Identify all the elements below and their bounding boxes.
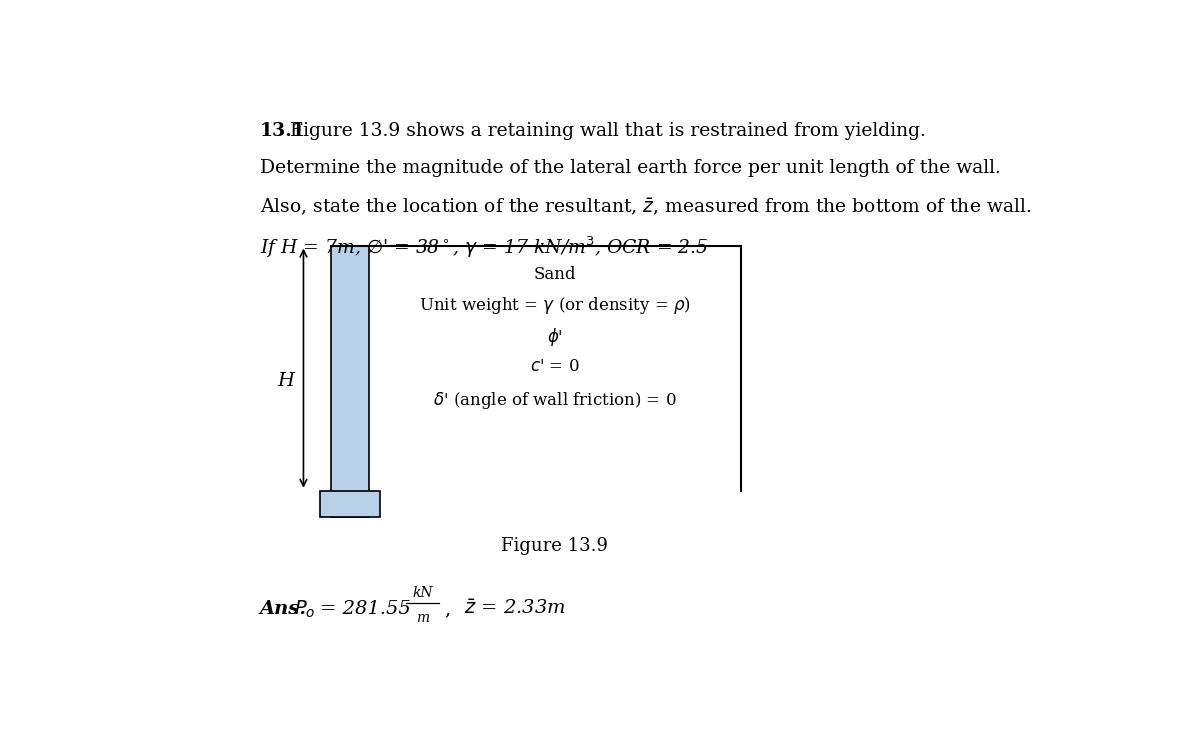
Text: $\phi$': $\phi$' [547,327,563,348]
Text: $\delta$' (angle of wall friction) = 0: $\delta$' (angle of wall friction) = 0 [433,389,677,410]
Text: $c$' = 0: $c$' = 0 [529,358,580,375]
Text: H: H [277,372,294,390]
Text: Figure 13.9: Figure 13.9 [502,537,608,555]
Text: Determine the magnitude of the lateral earth force per unit length of the wall.: Determine the magnitude of the lateral e… [259,159,1001,177]
Text: Unit weight = $\gamma$ (or density = $\rho$): Unit weight = $\gamma$ (or density = $\r… [419,294,690,315]
Text: = 281.55: = 281.55 [320,600,410,618]
Text: Sand: Sand [533,266,576,283]
Text: m: m [416,611,430,625]
Text: ,: , [444,600,450,618]
Text: kN: kN [413,586,433,600]
Text: Also, state the location of the resultant, $\bar{z}$, measured from the bottom o: Also, state the location of the resultan… [259,196,1031,218]
Bar [331,246,368,517]
Text: $P_o$: $P_o$ [294,598,316,619]
Text: Figure 13.9 shows a retaining wall that is restrained from yielding.: Figure 13.9 shows a retaining wall that … [284,121,925,139]
Text: $\bar{z}$ = 2.33m: $\bar{z}$ = 2.33m [464,599,566,619]
Bar [320,491,379,517]
Text: If H = 7m, $\emptyset$' = 38$^\circ$, $\gamma$ = 17 kN/m$^3$, OCR = 2.5: If H = 7m, $\emptyset$' = 38$^\circ$, $\… [259,234,708,260]
Text: 13.1: 13.1 [259,121,306,139]
Text: Ans.: Ans. [259,600,307,618]
